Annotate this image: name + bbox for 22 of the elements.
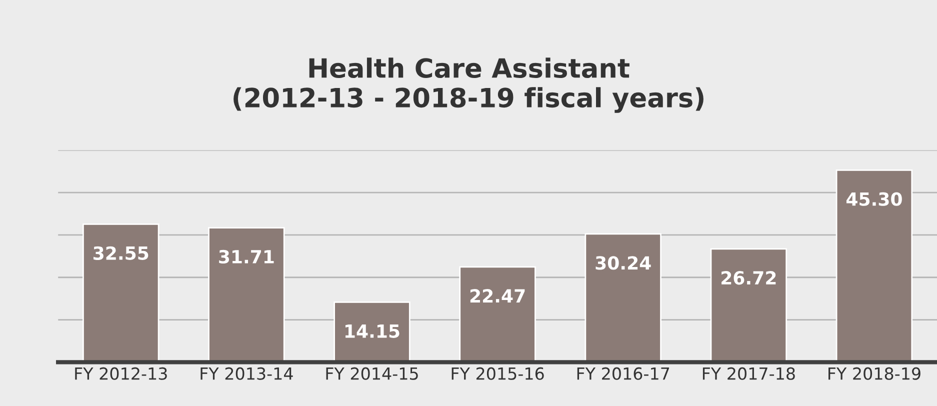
bar <box>584 233 662 362</box>
data-label: 26.72 <box>722 271 776 285</box>
chart-title: Health Care Assistant (2012-13 - 2018-19 fiscal years) <box>234 58 704 113</box>
x-tick-label: FY 2014-15 <box>326 367 418 380</box>
x-tick-label: FY 2016-17 <box>577 367 670 380</box>
bar <box>334 301 410 362</box>
bar <box>82 223 160 362</box>
data-label: 22.47 <box>470 289 525 302</box>
data-label: 30.24 <box>596 256 651 270</box>
x-tick-label: FY 2018-19 <box>828 367 920 380</box>
bar <box>208 227 285 362</box>
x-tick-label: FY 2013-14 <box>200 367 293 380</box>
bar <box>459 266 536 362</box>
x-tick-label: FY 2015-16 <box>452 367 544 380</box>
data-label: 14.15 <box>345 324 400 338</box>
bar <box>710 248 788 362</box>
x-tick-label: FY 2017-18 <box>702 367 795 380</box>
bar <box>836 169 913 362</box>
data-label: 31.71 <box>219 250 274 264</box>
data-label: 32.55 <box>94 246 148 260</box>
x-tick-label: FY 2012-13 <box>75 367 167 380</box>
data-label: 45.30 <box>846 192 902 206</box>
